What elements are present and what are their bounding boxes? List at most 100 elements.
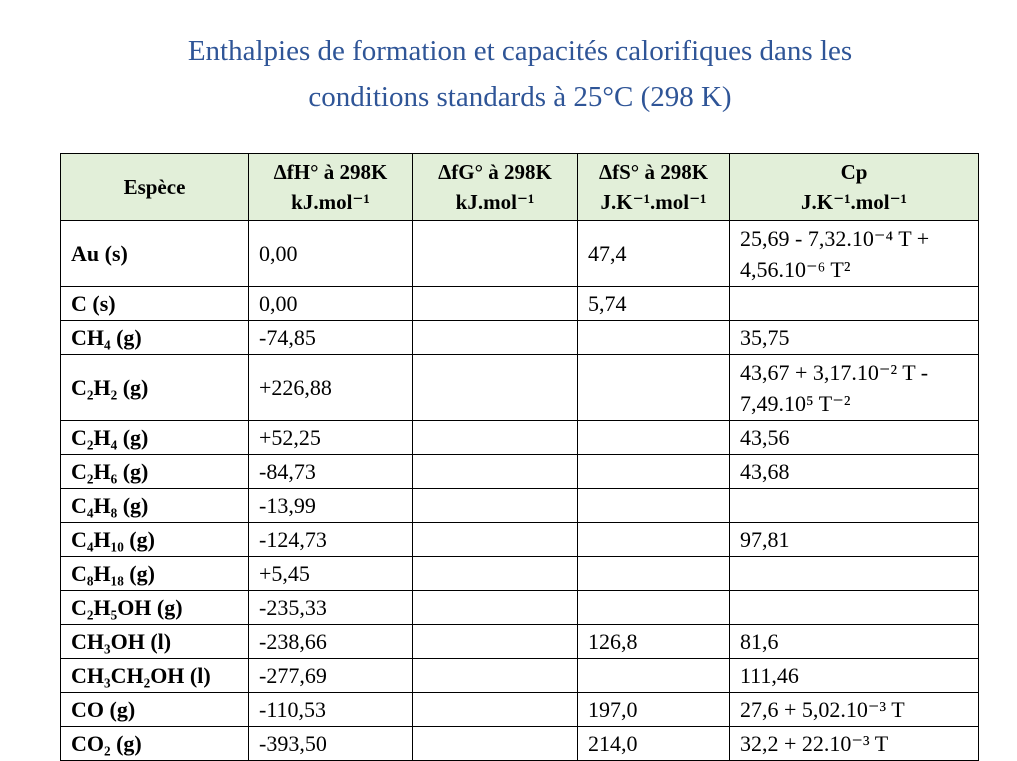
- cell-cp: [729, 556, 979, 591]
- page-title: Enthalpies de formation et capacités cal…: [0, 28, 1017, 120]
- cell-cp: 27,6 + 5,02.10⁻³ T: [729, 692, 979, 727]
- cell-dH: -235,33: [248, 590, 413, 625]
- cell-dS: 126,8: [577, 624, 730, 659]
- cell-cp: [729, 488, 979, 523]
- cell-cp: 43,68: [729, 454, 979, 489]
- header-gibbs: ΔfG° à 298K kJ.mol⁻¹: [412, 153, 578, 221]
- cell-dH: 0,00: [248, 286, 413, 321]
- cell-dH: -277,69: [248, 658, 413, 693]
- cell-dG: [412, 590, 578, 625]
- cell-cp: 32,2 + 22.10⁻³ T: [729, 726, 979, 761]
- cell-dS: [577, 420, 730, 455]
- thermo-table: Espèce ΔfH° à 298K kJ.mol⁻¹ ΔfG° à 298K kJ.m…: [60, 153, 979, 761]
- cell-dG: [412, 522, 578, 557]
- cell-dS: [577, 590, 730, 625]
- cell-dG: [412, 454, 578, 489]
- cell-species: C₂H₆ (g): [60, 454, 249, 489]
- cell-dS: [577, 658, 730, 693]
- cell-dG: [412, 658, 578, 693]
- cell-cp: 35,75: [729, 320, 979, 355]
- table-row: C (s) 0,00 5,74: [60, 286, 979, 321]
- cell-species: C₄H₁₀ (g): [60, 522, 249, 557]
- cell-species: CH₃OH (l): [60, 624, 249, 659]
- cell-species: CH₃CH₂OH (l): [60, 658, 249, 693]
- cell-species: C₂H₅OH (g): [60, 590, 249, 625]
- cell-species: C₂H₂ (g): [60, 354, 249, 421]
- cell-cp: [729, 590, 979, 625]
- cell-dH: +52,25: [248, 420, 413, 455]
- cell-dS: [577, 320, 730, 355]
- cell-species: C₂H₄ (g): [60, 420, 249, 455]
- cell-dS: 214,0: [577, 726, 730, 761]
- table-row: C₄H₁₀ (g) -124,73 97,81: [60, 522, 979, 557]
- cell-species: C₈H₁₈ (g): [60, 556, 249, 591]
- cell-dG: [412, 726, 578, 761]
- table-row: C₄H₈ (g) -13,99: [60, 488, 979, 523]
- cell-dS: 47,4: [577, 220, 730, 287]
- cell-dH: -124,73: [248, 522, 413, 557]
- table-row: C₂H₂ (g) +226,88 43,67 + 3,17.10⁻² T - 7,4…: [60, 354, 979, 421]
- cell-species: CO (g): [60, 692, 249, 727]
- cell-dG: [412, 624, 578, 659]
- title-line-2: conditions standards à 25°C (298 K): [308, 81, 732, 113]
- header-text: kJ.mol⁻¹: [455, 190, 535, 214]
- cell-dG: [412, 692, 578, 727]
- cell-dH: -238,66: [248, 624, 413, 659]
- cell-dS: [577, 354, 730, 421]
- table-row: CO (g) -110,53 197,0 27,6 + 5,02.10⁻³ T: [60, 692, 979, 727]
- cell-dG: [412, 220, 578, 287]
- cell-species: C (s): [60, 286, 249, 321]
- header-text: ΔfS° à 298K: [598, 160, 709, 184]
- title-line-1: Enthalpies de formation et capacités cal…: [187, 35, 853, 67]
- cell-dS: 197,0: [577, 692, 730, 727]
- header-text: Espèce: [123, 175, 186, 199]
- cell-dH: -74,85: [248, 320, 413, 355]
- cell-dH: +5,45: [248, 556, 413, 591]
- header-row: Espèce ΔfH° à 298K kJ.mol⁻¹ ΔfG° à 298K kJ.m…: [60, 153, 979, 221]
- header-text: Cp: [840, 160, 868, 184]
- cell-dS: 5,74: [577, 286, 730, 321]
- cell-species: Au (s): [60, 220, 249, 287]
- cell-cp: 43,67 + 3,17.10⁻² T - 7,49.10⁵ T⁻²: [729, 354, 979, 421]
- header-text: ΔfH° à 298K: [273, 160, 388, 184]
- cell-species: CO₂ (g): [60, 726, 249, 761]
- cell-dG: [412, 320, 578, 355]
- cell-dH: -13,99: [248, 488, 413, 523]
- header-text: ΔfG° à 298K: [438, 160, 552, 184]
- cell-species: C₄H₈ (g): [60, 488, 249, 523]
- header-species: Espèce: [60, 153, 249, 221]
- cell-dS: [577, 522, 730, 557]
- cell-dG: [412, 286, 578, 321]
- cell-dS: [577, 556, 730, 591]
- cell-dG: [412, 420, 578, 455]
- table-row: CO₂ (g) -393,50 214,0 32,2 + 22.10⁻³ T: [60, 726, 979, 761]
- header-entropy: ΔfS° à 298K J.K⁻¹.mol⁻¹: [577, 153, 730, 221]
- cell-dG: [412, 556, 578, 591]
- table-row: C₂H₅OH (g) -235,33: [60, 590, 979, 625]
- cell-cp: [729, 286, 979, 321]
- cell-cp: 111,46: [729, 658, 979, 693]
- table-row: C₂H₆ (g) -84,73 43,68: [60, 454, 979, 489]
- table-row: CH₃OH (l) -238,66 126,8 81,6: [60, 624, 979, 659]
- cell-dH: +226,88: [248, 354, 413, 421]
- cell-cp: 25,69 - 7,32.10⁻⁴ T + 4,56.10⁻⁶ T²: [729, 220, 979, 287]
- cell-dS: [577, 454, 730, 489]
- header-heat-capacity: Cp J.K⁻¹.mol⁻¹: [729, 153, 979, 221]
- cell-dG: [412, 354, 578, 421]
- cell-dH: 0,00: [248, 220, 413, 287]
- cell-cp: 97,81: [729, 522, 979, 557]
- cell-dH: -84,73: [248, 454, 413, 489]
- table-row: CH₃CH₂OH (l) -277,69 111,46: [60, 658, 979, 693]
- header-text: J.K⁻¹.mol⁻¹: [801, 190, 907, 214]
- table-row: C₂H₄ (g) +52,25 43,56: [60, 420, 979, 455]
- table-row: Au (s) 0,00 47,4 25,69 - 7,32.10⁻⁴ T + 4,56…: [60, 220, 979, 287]
- cell-cp: 81,6: [729, 624, 979, 659]
- cell-dH: -110,53: [248, 692, 413, 727]
- cell-dH: -393,50: [248, 726, 413, 761]
- cell-dG: [412, 488, 578, 523]
- cell-cp: 43,56: [729, 420, 979, 455]
- cell-dS: [577, 488, 730, 523]
- table-row: CH₄ (g) -74,85 35,75: [60, 320, 979, 355]
- header-enthalpy: ΔfH° à 298K kJ.mol⁻¹: [248, 153, 413, 221]
- header-text: J.K⁻¹.mol⁻¹: [600, 190, 707, 214]
